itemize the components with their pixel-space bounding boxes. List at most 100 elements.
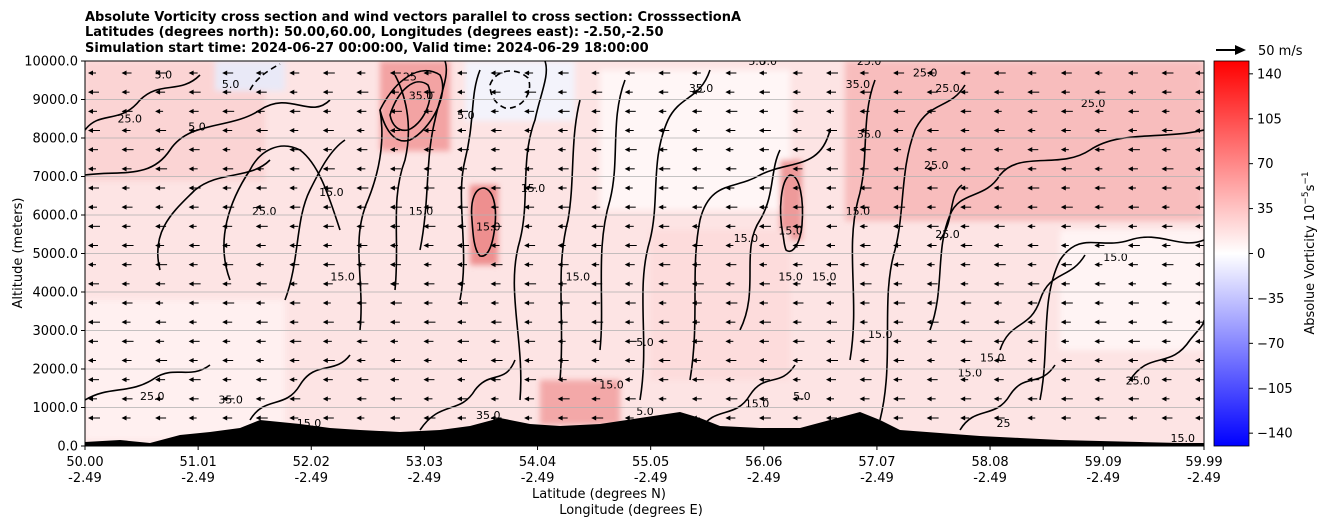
wind-vector-head (289, 338, 295, 344)
wind-vector-head (993, 377, 999, 383)
wind-vector-head (423, 166, 429, 172)
wind-vector-head (255, 108, 261, 114)
contour-line (699, 364, 796, 431)
wind-vector-head (691, 166, 697, 172)
wind-vector-head (255, 185, 261, 191)
wind-vector-head (121, 128, 127, 133)
wind-vector-head (490, 396, 496, 402)
wind-vector-head (893, 262, 899, 268)
wind-vector-head (893, 166, 899, 172)
wind-vector-head (557, 415, 563, 421)
contour-label: 25.0 (857, 55, 882, 68)
vorticity-patch (1060, 230, 1204, 350)
wind-vector-head (557, 70, 563, 76)
wind-vector-head (960, 128, 966, 133)
wind-vector-head (826, 243, 831, 248)
wind-vector-head (926, 185, 932, 191)
wind-vector-head (893, 396, 899, 402)
contour-label: 25.0 (924, 159, 949, 172)
wind-vector-head (691, 281, 697, 287)
wind-vector-head (255, 415, 261, 421)
wind-vector-head (1127, 185, 1133, 191)
wind-vector-head (758, 243, 764, 248)
wind-vector-head (1195, 415, 1200, 421)
wind-vector-head (423, 243, 429, 248)
wind-vector-head (1195, 262, 1200, 268)
wind-vector-head (859, 166, 865, 172)
wind-vector-head (926, 358, 932, 363)
wind-vector-head (490, 300, 496, 306)
wind-vector-head (591, 377, 597, 383)
wind-vector-head (1127, 281, 1133, 287)
wind-vector-head (591, 415, 597, 421)
wind-vector-head (1161, 147, 1167, 153)
wind-vector-head (960, 166, 966, 172)
wind-vector-head (423, 70, 429, 76)
wind-vector-head (591, 319, 597, 325)
wind-vector-head (1094, 396, 1100, 402)
wind-vector-head (255, 243, 261, 248)
wind-vector-head (758, 319, 764, 325)
wind-vector-head (524, 147, 530, 153)
wind-vector-head (188, 377, 194, 383)
wind-vector-head (993, 415, 999, 421)
contour-line (639, 69, 711, 401)
wind-vector-head (758, 262, 764, 268)
wind-vector-head (88, 128, 93, 133)
wind-vector-head (557, 377, 563, 383)
wind-vector-head (557, 319, 563, 325)
wind-vector-head (457, 185, 462, 191)
wind-vector-head (490, 415, 496, 421)
colorbar-tick-label: −70 (1257, 337, 1284, 352)
wind-vector-head (758, 108, 764, 114)
wind-vector-head (1094, 300, 1100, 306)
wind-vector-head (926, 281, 932, 287)
contour-line (1129, 319, 1204, 381)
wind-vector-head (557, 89, 563, 95)
wind-vector-head (289, 166, 295, 172)
wind-vector-head (1094, 128, 1100, 133)
contour-label: 5.0 (760, 55, 778, 68)
colorbar-tick-label: −140 (1257, 427, 1293, 442)
wind-vector-head (960, 185, 966, 191)
wind-vector-head (1027, 89, 1033, 95)
colorbar-gradient (1213, 60, 1250, 447)
colorbar-label-text: Absolue Vorticity 10 (1303, 205, 1318, 335)
wind-vector-head (289, 377, 295, 383)
wind-vector-head (121, 89, 127, 95)
vorticity-patch (845, 61, 1204, 221)
wind-vector-head (658, 128, 664, 133)
wind-vector-head (893, 281, 899, 287)
wind-vector-head (993, 223, 999, 229)
wind-vector-head (859, 281, 865, 287)
wind-vector-head (222, 300, 228, 306)
wind-vector-head (88, 281, 93, 287)
wind-vector-head (993, 262, 999, 268)
wind-vector-head (188, 281, 194, 287)
wind-vector-head (121, 358, 127, 363)
wind-vector-head (356, 185, 362, 191)
wind-vector-head (423, 147, 429, 153)
contour-line (513, 61, 548, 401)
wind-vector-head (322, 166, 328, 172)
wind-vector-head (624, 204, 630, 210)
wind-vector-head (457, 70, 462, 76)
contour-line (959, 364, 1056, 431)
wind-vector-head (624, 319, 630, 325)
wind-vector-head (1094, 338, 1100, 344)
wind-vector-head (591, 262, 597, 268)
wind-vector-head (691, 415, 697, 421)
wind-vector-head (1094, 166, 1100, 172)
wind-vector-head (960, 281, 966, 287)
wind-vector-head (322, 89, 328, 95)
wind-vector-head (658, 358, 664, 363)
contour-label: 5.0 (155, 68, 173, 81)
contour-label: 15.0 (521, 182, 546, 195)
wind-vector-head (658, 70, 664, 76)
wind-vector-head (255, 204, 261, 210)
wind-vector-head (960, 243, 966, 248)
wind-vector-head (289, 415, 295, 421)
wind-vector-head (926, 147, 932, 153)
wind-vector-head (389, 166, 395, 172)
wind-vector-head (255, 262, 261, 268)
